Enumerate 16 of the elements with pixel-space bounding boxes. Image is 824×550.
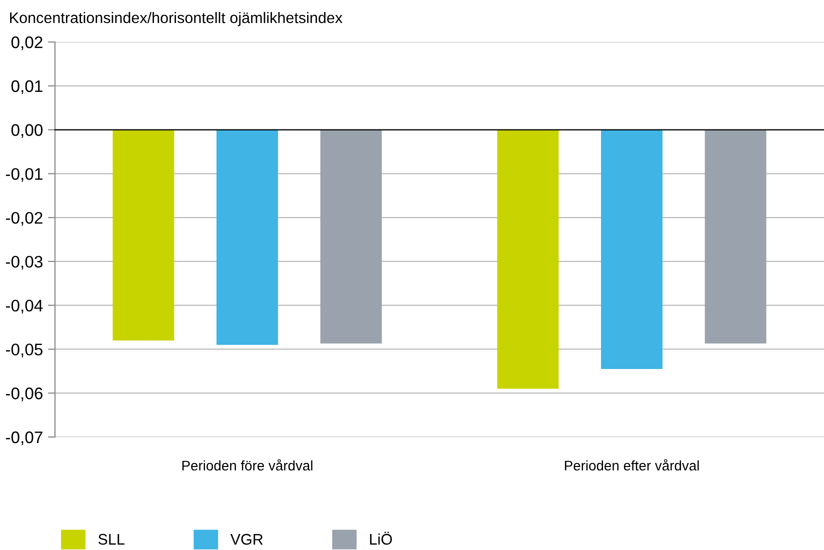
y-tick-label: -0,03 bbox=[6, 256, 42, 270]
y-tick-label: 0,02 bbox=[11, 36, 42, 50]
y-tick-label: 0,01 bbox=[11, 80, 42, 94]
y-tick-label: -0,06 bbox=[6, 388, 42, 402]
y-tick-label: -0,04 bbox=[6, 300, 43, 314]
y-tick-label: -0,07 bbox=[6, 431, 42, 446]
y-tick-label: -0,01 bbox=[6, 168, 42, 182]
y-tick-label: -0,02 bbox=[6, 212, 42, 226]
y-tick-label: -0,05 bbox=[6, 344, 42, 358]
y-tick-label: 0,00 bbox=[11, 124, 43, 138]
x-tick-label: Perioden efter vårdval bbox=[564, 459, 699, 471]
legend-label: LiÖ bbox=[370, 532, 392, 545]
y-axis-title: Koncentrationsindex/horisontellt ojämlikhetsindex bbox=[10, 12, 342, 26]
legend-label: VGR bbox=[230, 534, 263, 545]
legend-label: SLL bbox=[98, 534, 124, 545]
x-tick-label: Perioden före vårdval bbox=[182, 459, 312, 471]
